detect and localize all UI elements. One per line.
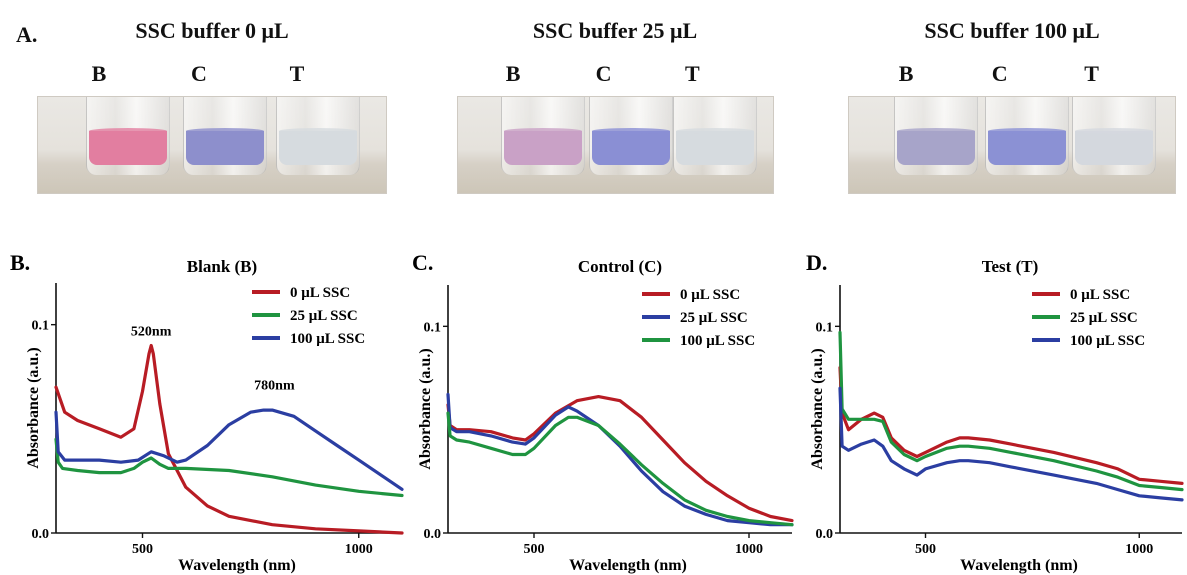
y-axis-label-0: Absorbance (a.u.) xyxy=(25,347,42,468)
vial xyxy=(501,97,586,175)
vial-liquid xyxy=(89,131,167,165)
panel-letter-0: B. xyxy=(10,250,30,275)
panel-letter-1: C. xyxy=(412,250,433,275)
x-axis-label-0: Wavelength (nm) xyxy=(178,557,296,574)
vial xyxy=(984,97,1069,175)
photo-title-0: SSC buffer 0 μL xyxy=(135,18,289,43)
tube-label-B: B xyxy=(91,61,107,86)
tube-label-T: T xyxy=(685,61,700,86)
peak-annotation: 780nm xyxy=(254,378,295,393)
x-tick-label: 1000 xyxy=(345,542,373,557)
vial-meniscus xyxy=(987,128,1066,134)
series-line-0-L-SSC xyxy=(54,343,404,535)
vial-photo-2 xyxy=(848,96,1176,194)
y-axis-label-1: Absorbance (a.u.) xyxy=(417,348,434,469)
vial-photo-0 xyxy=(37,96,387,194)
x-tick-label: 1000 xyxy=(1125,542,1153,557)
series-line-0-L-SSC xyxy=(446,395,794,523)
vial xyxy=(1071,97,1156,175)
vial xyxy=(893,97,978,175)
tube-label-T: T xyxy=(289,61,305,86)
tube-label-B: B xyxy=(898,61,914,86)
legend-label: 0 μL SSC xyxy=(290,285,350,301)
x-tick-label: 500 xyxy=(915,542,936,557)
series-line-100-L-SSC xyxy=(446,411,794,527)
legend-label: 100 μL SSC xyxy=(1070,333,1145,349)
legend-label: 100 μL SSC xyxy=(680,333,755,349)
vial-meniscus xyxy=(89,128,167,134)
chart-title-0: Blank (B) xyxy=(187,257,257,276)
vial xyxy=(589,97,674,175)
vial-liquid xyxy=(592,131,671,165)
vial-photo-1 xyxy=(457,96,774,194)
vial-liquid xyxy=(504,131,583,165)
y-tick-label: 0.1 xyxy=(424,320,442,335)
x-axis-label-2: Wavelength (nm) xyxy=(960,557,1078,574)
legend-label: 0 μL SSC xyxy=(1070,287,1130,303)
vial-liquid xyxy=(896,131,975,165)
vial-liquid xyxy=(987,131,1066,165)
tube-label-B: B xyxy=(505,61,521,86)
y-tick-label: 0.1 xyxy=(32,319,50,334)
panel-letter-2: D. xyxy=(806,250,827,275)
vial xyxy=(673,97,758,175)
y-tick-label: 0.0 xyxy=(816,527,834,542)
series-line-100-L-SSC xyxy=(838,386,1184,502)
photo-title-1: SSC buffer 25 μL xyxy=(532,18,698,43)
legend-label: 25 μL SSC xyxy=(680,310,748,326)
vial xyxy=(276,97,360,175)
legend-label: 100 μL SSC xyxy=(290,331,365,347)
vial xyxy=(183,97,267,175)
legend-label: 25 μL SSC xyxy=(290,308,358,324)
chart-title-1: Control (C) xyxy=(578,257,662,276)
vial xyxy=(86,97,170,175)
x-tick-label: 500 xyxy=(524,542,545,557)
series-line-25-L-SSC xyxy=(446,392,794,527)
vial-liquid xyxy=(1074,131,1153,165)
tube-label-C: C xyxy=(595,61,612,86)
vial-meniscus xyxy=(186,128,264,134)
photo-title-2: SSC buffer 100 μL xyxy=(924,18,1100,43)
x-tick-label: 500 xyxy=(132,542,153,557)
vial-meniscus xyxy=(504,128,583,134)
chart-title-2: Test (T) xyxy=(982,257,1039,276)
tube-label-C: C xyxy=(991,61,1008,86)
vial-meniscus xyxy=(592,128,671,134)
vial-liquid xyxy=(186,131,264,165)
series-line-0-L-SSC xyxy=(838,366,1184,485)
vial-meniscus xyxy=(676,128,755,134)
y-tick-label: 0.1 xyxy=(816,320,834,335)
vial-liquid xyxy=(676,131,755,165)
vial-meniscus xyxy=(896,128,975,134)
y-tick-label: 0.0 xyxy=(424,527,442,542)
legend-label: 0 μL SSC xyxy=(680,287,740,303)
series-line-100-L-SSC xyxy=(54,408,404,491)
peak-annotation: 520nm xyxy=(131,324,172,339)
series-line-25-L-SSC xyxy=(54,437,404,498)
panel-a-letter: A. xyxy=(16,22,38,47)
y-axis-label-2: Absorbance (a.u.) xyxy=(809,348,826,469)
y-tick-label: 0.0 xyxy=(32,527,50,542)
x-axis-label-1: Wavelength (nm) xyxy=(569,557,687,574)
vial-meniscus xyxy=(1074,128,1153,134)
legend-label: 25 μL SSC xyxy=(1070,310,1138,326)
tube-label-T: T xyxy=(1084,61,1099,86)
x-tick-label: 1000 xyxy=(735,542,763,557)
vial-liquid xyxy=(279,131,357,165)
vial-meniscus xyxy=(279,128,357,134)
series-line-25-L-SSC xyxy=(838,330,1184,492)
tube-label-C: C xyxy=(191,61,207,86)
